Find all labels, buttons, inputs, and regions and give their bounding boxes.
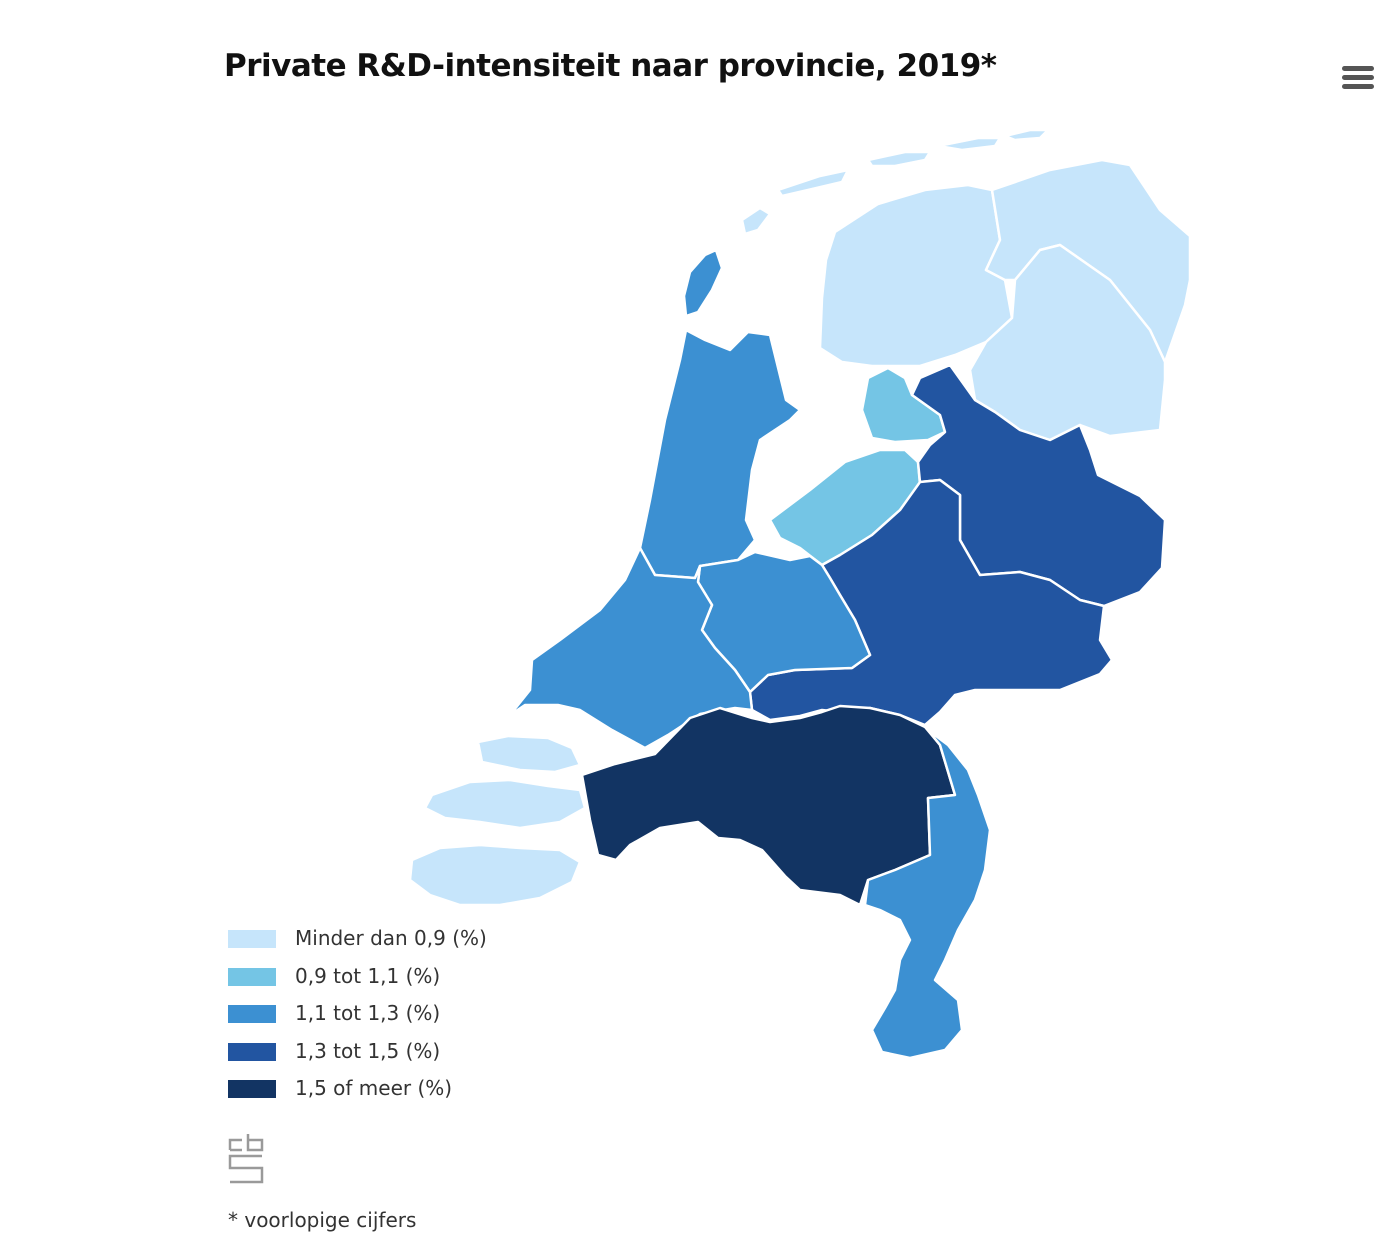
legend-swatch (228, 967, 276, 986)
legend-swatch (228, 1042, 276, 1061)
province-noord-holland (638, 328, 802, 580)
province-limburg (863, 728, 992, 1060)
province-drenthe (968, 243, 1167, 442)
chart-title: Private R&D-intensiteit naar provincie, … (224, 48, 997, 84)
legend-swatch (228, 1080, 276, 1098)
cbs-logo-icon (228, 1134, 264, 1184)
legend-label: Minder dan 0,9 (%) (295, 926, 487, 950)
footnote: * voorlopige cijfers (228, 1208, 417, 1232)
legend-swatch (228, 930, 276, 948)
texel-island (682, 248, 724, 318)
legend-label: 1,1 tot 1,3 (%) (295, 1001, 441, 1025)
province-zeeland (408, 734, 587, 907)
wadden-islands (740, 128, 1050, 236)
legend-swatch (228, 1005, 276, 1023)
legend-label: 0,9 tot 1,1 (%) (295, 963, 441, 988)
legend-label: 1,3 tot 1,5 (%) (295, 1038, 441, 1063)
province-friesland (818, 183, 1014, 368)
hamburger-menu-icon[interactable] (1338, 62, 1378, 96)
legend-label: 1,5 of meer (%) (295, 1076, 453, 1100)
